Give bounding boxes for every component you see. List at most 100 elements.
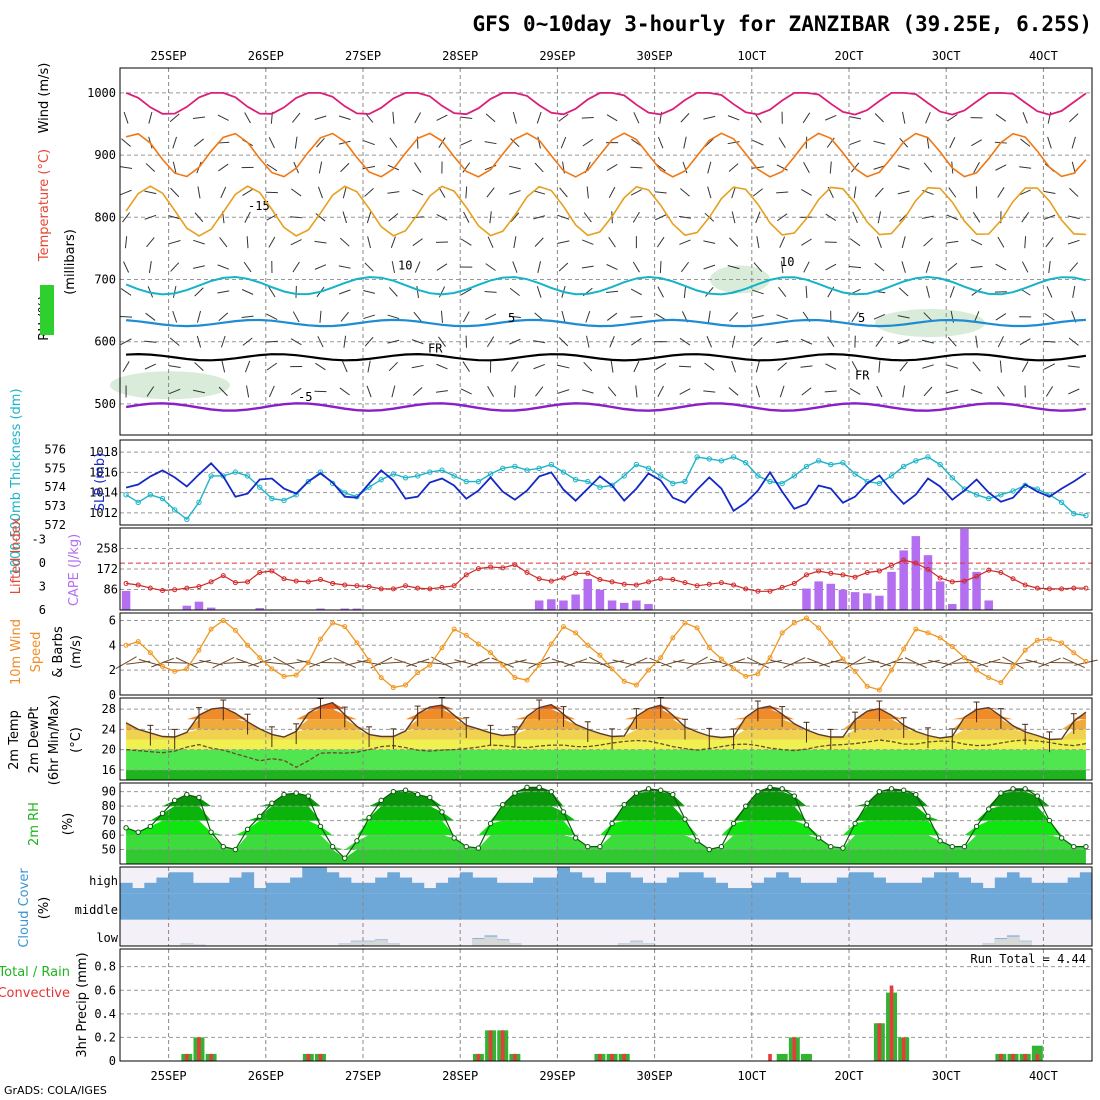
wind-barb (679, 239, 691, 245)
wind-barb (363, 140, 375, 146)
slp-ytick: 1012 (89, 506, 118, 520)
rh-marker (755, 788, 761, 795)
thickness-marker (171, 507, 178, 513)
wind-barb (436, 213, 448, 221)
surface-wind-barb (722, 658, 746, 668)
wind-barb (779, 236, 786, 248)
li-marker (135, 582, 141, 588)
cloud-cell (350, 893, 364, 920)
wind-barb (897, 165, 910, 170)
wind-barb (581, 389, 594, 394)
wind-barb (996, 386, 1005, 397)
wind-barb (655, 214, 667, 221)
wind-barb (557, 214, 570, 220)
rh-marker (354, 838, 360, 844)
wind-speed-marker (609, 666, 615, 672)
wind-barb (655, 313, 667, 321)
wind-barb (878, 360, 881, 373)
li-marker (840, 572, 846, 578)
cloud-cell (363, 882, 376, 894)
cape-ylabel: CAPE (J/kg) (67, 534, 82, 606)
cloud-cell (897, 893, 911, 920)
wind-barb (411, 216, 424, 219)
li-marker (354, 583, 360, 589)
cape-bar (850, 592, 860, 610)
low-cloud-cell (363, 941, 376, 946)
wind-barb (120, 316, 133, 318)
wind-barb (679, 388, 691, 395)
wind-barb (999, 360, 1002, 373)
wind-barb (416, 285, 420, 298)
wind-barb (801, 387, 812, 396)
rh-marker (767, 784, 773, 791)
wind-barb (366, 211, 372, 224)
wind-speed-marker (718, 656, 724, 662)
wind-barb (825, 114, 837, 121)
wind-barb (606, 264, 618, 271)
wind-barb (387, 164, 400, 171)
wind-barb (995, 113, 1007, 122)
wind-barb (849, 388, 861, 395)
wind-barb (970, 266, 983, 269)
wind-barb (484, 291, 497, 293)
wind-barb (414, 112, 422, 124)
li-marker (986, 567, 992, 573)
wind-speed-marker (1022, 647, 1028, 653)
rh-marker (171, 797, 178, 804)
wind-barb (606, 164, 618, 172)
date-label-bottom: 2OCT (835, 1069, 864, 1083)
wind-barb (533, 215, 546, 220)
cloud-cell (1079, 893, 1093, 920)
wind-barb (168, 240, 181, 245)
wind-barb (874, 113, 884, 123)
li-marker (415, 585, 421, 591)
wind-barb (436, 114, 448, 121)
wind-speed-marker (512, 675, 518, 681)
wind-barb (217, 114, 229, 121)
wind-barb (290, 216, 303, 219)
li-marker (451, 583, 457, 589)
precip-convective-bar (792, 1037, 797, 1061)
cloud-cell (1031, 893, 1044, 920)
thickness-marker (257, 484, 263, 490)
wind-speed-marker (998, 680, 1004, 686)
cloud-cell (168, 872, 182, 894)
wind-barb (511, 361, 519, 372)
thickness-marker (876, 480, 883, 487)
li-marker (439, 584, 445, 590)
wind-barb (729, 312, 739, 322)
rh-marker (1046, 817, 1053, 824)
wind-barb (338, 265, 351, 269)
wind-barb (486, 187, 495, 198)
rh-marker (220, 843, 226, 850)
precip-convective-bar (1011, 1053, 1015, 1061)
cape-bar (194, 601, 204, 610)
wind-barb (1068, 388, 1080, 395)
wind-barb (462, 361, 470, 372)
cloud-cell (569, 872, 583, 894)
wind-barb (581, 116, 594, 119)
isotherm-label: 5 (858, 311, 865, 325)
wind-barb (558, 262, 569, 272)
wind-barb (168, 215, 181, 220)
rh-shade-patch (875, 309, 985, 338)
wind-barb (727, 265, 740, 270)
low-cloud-cell (1006, 936, 1020, 946)
cape-bar (814, 581, 823, 610)
wind-barb (412, 189, 424, 196)
surface-wind-barb (952, 661, 977, 664)
wind-speed-marker (524, 677, 530, 683)
wind-speed-marker (1034, 637, 1040, 643)
wind-barb (922, 364, 934, 369)
wind-barb (874, 187, 884, 198)
cloud-cell (205, 882, 218, 894)
rh-marker (439, 809, 445, 815)
wind-barb (776, 340, 789, 344)
wind-barb (391, 385, 396, 398)
wind-speed-marker (743, 673, 749, 679)
surface-wind-barb (236, 658, 260, 668)
thickness-marker (402, 475, 409, 481)
wind-barb (849, 266, 862, 269)
li-marker (269, 568, 275, 574)
wind-barb (901, 261, 906, 273)
